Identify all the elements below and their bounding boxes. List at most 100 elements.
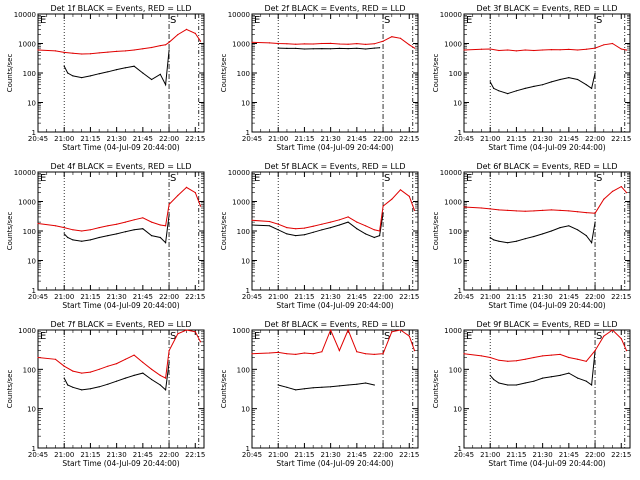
x-tick-label: 22:15 <box>611 293 631 301</box>
data-point <box>498 240 500 242</box>
data-point <box>559 227 561 229</box>
data-point <box>463 206 465 208</box>
x-tick-label: 20:45 <box>454 451 474 459</box>
data-point <box>303 227 305 229</box>
data-point <box>72 75 74 77</box>
data-point <box>577 377 579 379</box>
data-point <box>408 195 410 197</box>
x-tick-label: 21:45 <box>347 451 367 459</box>
y-tick-label: 10 <box>27 258 36 266</box>
data-point <box>379 230 381 232</box>
series-events <box>251 212 384 239</box>
data-point <box>116 50 118 53</box>
data-point <box>507 209 509 211</box>
data-point <box>559 353 561 355</box>
x-tick-label: 21:30 <box>533 293 553 301</box>
data-point <box>142 48 144 50</box>
x-tick-label: 22:15 <box>611 451 631 459</box>
chart-panel-9: Det 9f BLACK = Events, RED = LLD 1 10 100 10… <box>432 320 631 468</box>
data-point <box>568 77 570 79</box>
data-point <box>568 356 570 359</box>
x-tick-label: 22:15 <box>185 293 205 301</box>
data-point <box>72 52 74 54</box>
data-point <box>542 377 544 379</box>
data-point <box>63 65 65 67</box>
data-point <box>116 363 118 365</box>
data-point <box>54 358 57 360</box>
y-tick-label: 100 <box>449 228 462 236</box>
data-point <box>533 380 535 382</box>
y-tick-label: 100 <box>23 366 36 374</box>
data-point <box>594 212 596 214</box>
x-tick-label: 21:30 <box>321 293 341 301</box>
data-point <box>165 225 167 227</box>
data-point <box>391 198 393 200</box>
data-point <box>498 359 500 361</box>
data-point <box>542 355 544 357</box>
data-point <box>559 78 561 81</box>
data-point <box>116 223 118 225</box>
data-point <box>277 42 279 45</box>
chart-title: Det 6f BLACK = Events, RED = LLD <box>476 162 617 171</box>
marker-s-label: S <box>384 15 390 26</box>
data-point <box>515 50 518 52</box>
y-axis-label: Counts/sec <box>220 370 228 409</box>
x-tick-label: 21:15 <box>294 135 314 143</box>
x-tick-label: 22:00 <box>373 451 393 459</box>
data-point <box>116 380 118 382</box>
data-point <box>611 329 614 331</box>
plot-frame <box>251 171 419 291</box>
data-point <box>142 228 144 230</box>
data-point <box>515 210 518 212</box>
data-point <box>133 374 135 376</box>
data-point <box>356 47 358 49</box>
data-point <box>338 47 340 50</box>
y-tick-label: 1000 <box>18 327 36 335</box>
y-axis-label: Counts/sec <box>432 212 440 251</box>
data-point <box>124 50 126 52</box>
data-point <box>124 231 126 233</box>
data-point <box>611 190 614 192</box>
data-point <box>142 372 144 374</box>
data-point <box>542 233 544 235</box>
data-point <box>542 209 544 211</box>
data-point <box>489 236 491 239</box>
data-point <box>413 209 416 211</box>
data-point <box>303 352 305 354</box>
data-point <box>159 236 161 239</box>
data-point <box>603 335 605 337</box>
data-point <box>185 28 188 30</box>
chart-title: Det 2f BLACK = Events, RED = LLD <box>264 4 405 13</box>
data-point <box>277 47 279 49</box>
series-events <box>277 47 381 50</box>
data-point <box>568 225 570 227</box>
data-point <box>524 87 526 89</box>
data-point <box>542 49 544 51</box>
chart-panel-7: Det 7f BLACK = Events, RED = LLD 1 10 100 10… <box>6 320 205 468</box>
y-tick-label: 10000 <box>228 11 250 19</box>
data-point <box>142 72 144 74</box>
data-point <box>268 225 271 227</box>
data-point <box>151 378 153 381</box>
y-tick-label: 100 <box>23 70 36 78</box>
data-point <box>550 376 553 378</box>
data-point <box>185 186 188 188</box>
marker-e-label: E <box>466 173 472 184</box>
x-axis-label: Start Time (04-Jul-09 20:44:00) <box>276 143 393 152</box>
x-tick-label: 21:45 <box>347 135 367 143</box>
x-tick-label: 21:45 <box>133 451 153 459</box>
data-point <box>142 217 144 219</box>
plot-frame <box>463 13 631 133</box>
data-point <box>159 45 161 47</box>
data-point <box>295 228 297 230</box>
series-lld <box>37 28 202 55</box>
data-point <box>168 203 170 205</box>
data-point <box>194 192 196 194</box>
chart-title: Det 7f BLACK = Events, RED = LLD <box>50 320 191 329</box>
x-tick-label: 20:45 <box>242 135 262 143</box>
x-axis-label: Start Time (04-Jul-09 20:44:00) <box>488 459 605 468</box>
data-point <box>559 374 561 376</box>
data-point <box>124 358 126 360</box>
data-point <box>107 51 109 53</box>
data-point <box>507 242 509 244</box>
